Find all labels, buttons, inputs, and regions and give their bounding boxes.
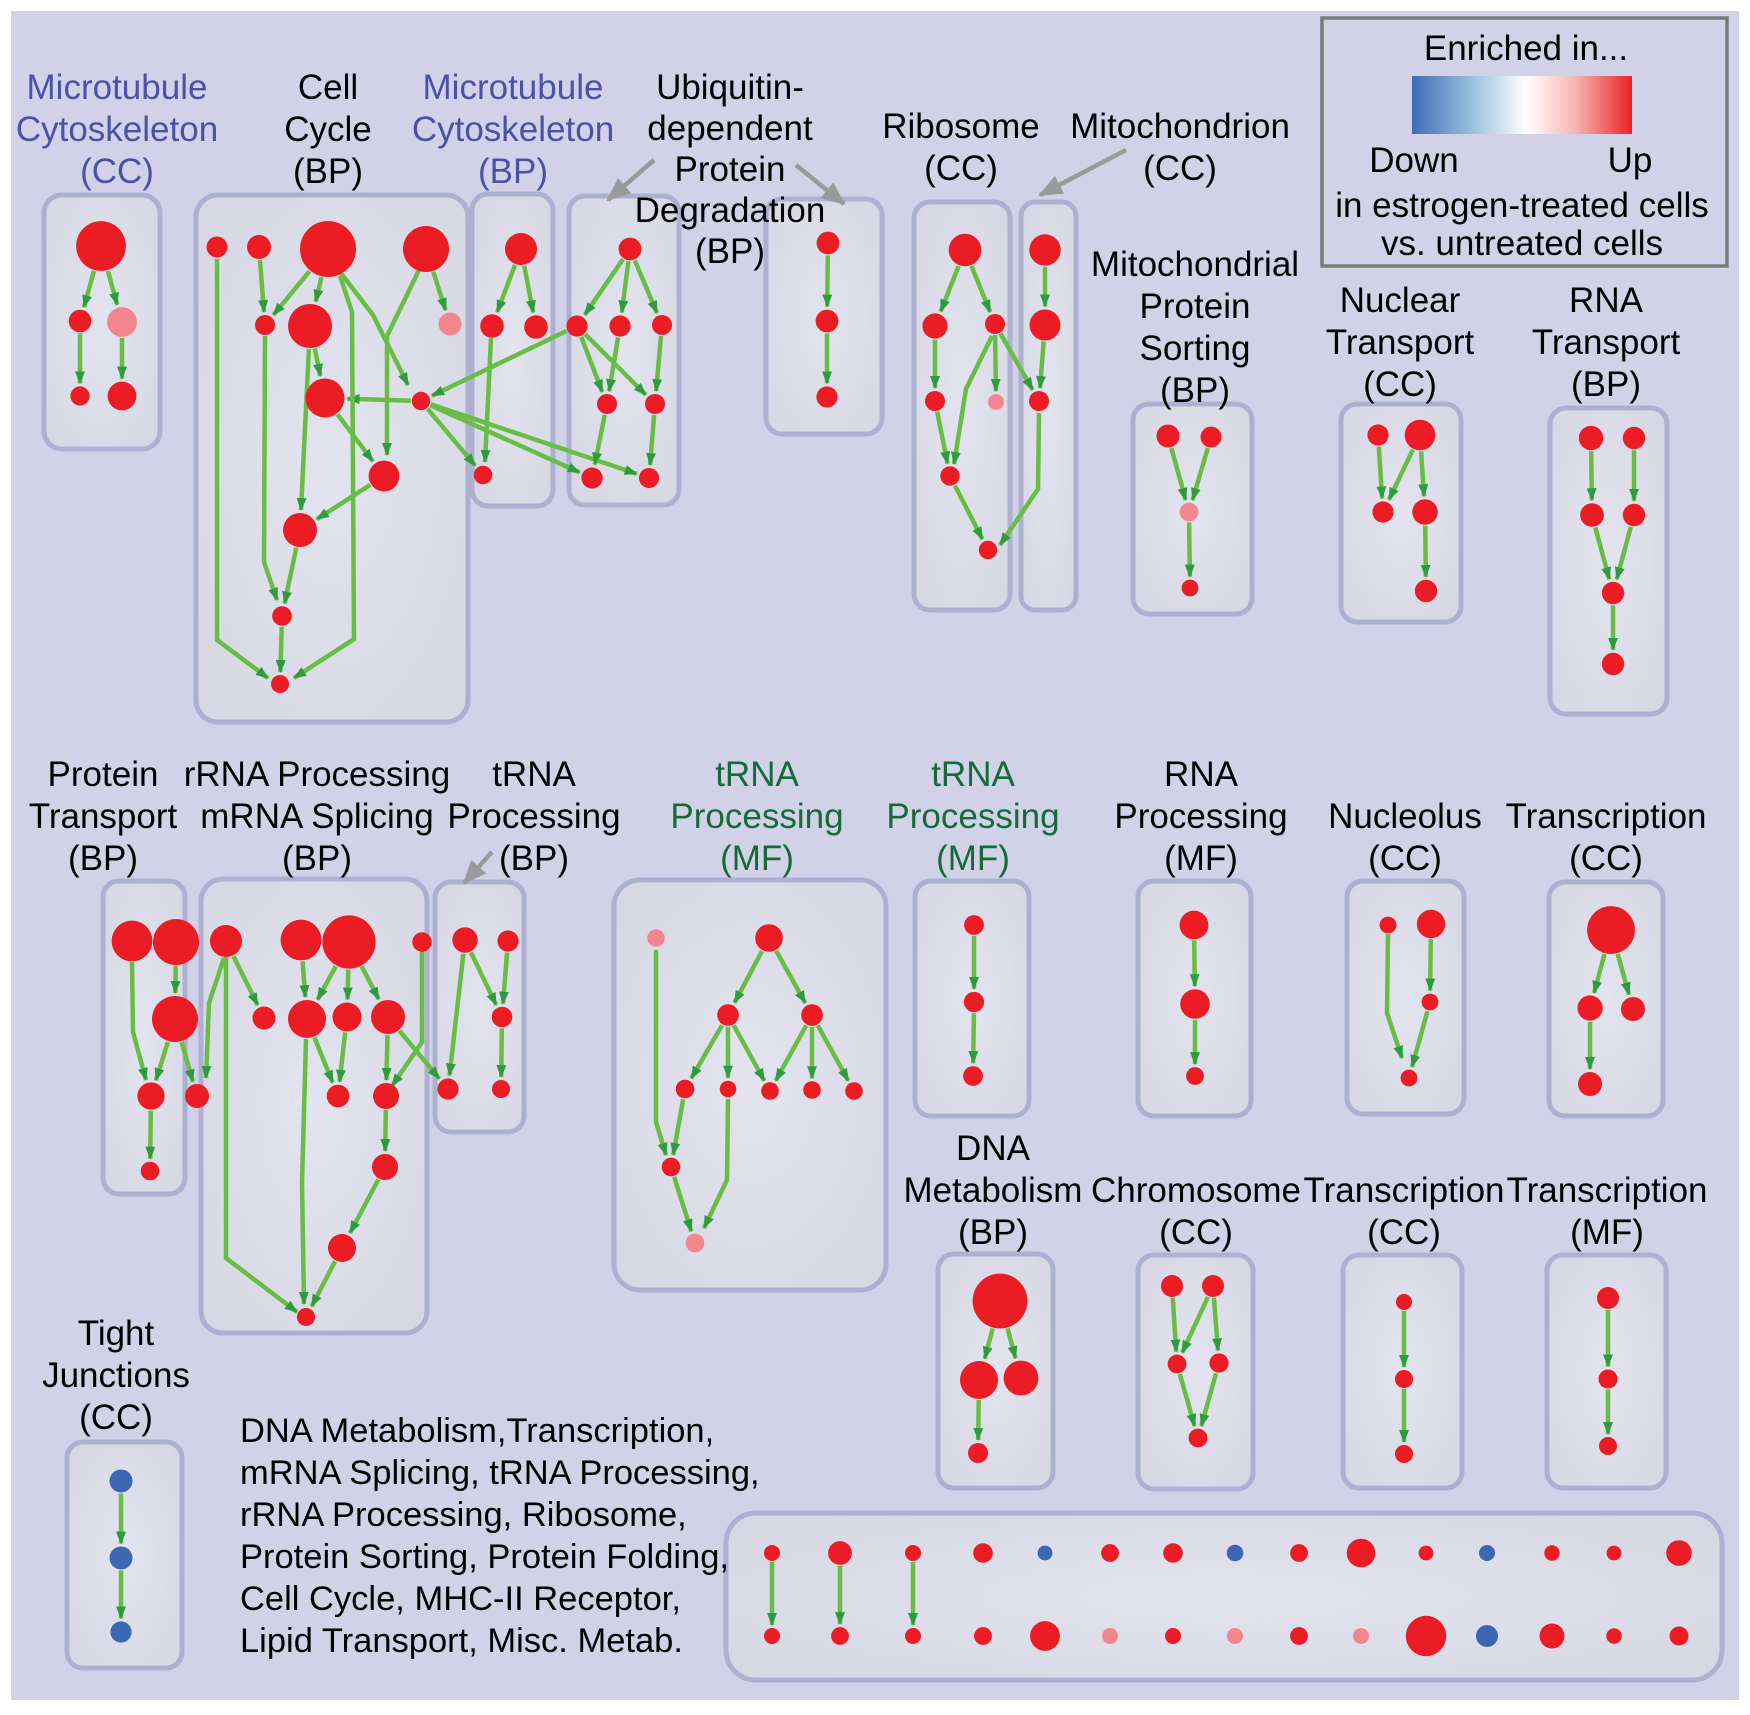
svg-text:Protein: Protein [48, 755, 159, 794]
svg-text:Chromosome: Chromosome [1091, 1171, 1301, 1210]
svg-text:Nuclear: Nuclear [1340, 281, 1461, 320]
svg-text:Sorting: Sorting [1140, 329, 1251, 368]
svg-text:Protein: Protein [675, 150, 786, 189]
svg-text:Processing: Processing [447, 797, 620, 836]
svg-text:Protein: Protein [1140, 287, 1251, 326]
svg-text:mRNA Splicing, tRNA Processing: mRNA Splicing, tRNA Processing, [240, 1454, 760, 1492]
svg-text:Ubiquitin-: Ubiquitin- [656, 68, 804, 107]
svg-text:tRNA: tRNA [715, 755, 799, 794]
svg-text:(CC): (CC) [79, 1398, 153, 1437]
svg-text:DNA Metabolism,Transcription,: DNA Metabolism,Transcription, [240, 1412, 714, 1450]
svg-text:in estrogen-treated cells: in estrogen-treated cells [1335, 186, 1709, 225]
svg-text:(BP): (BP) [1160, 371, 1230, 410]
svg-text:(BP): (BP) [282, 839, 352, 878]
svg-text:(MF): (MF) [936, 839, 1010, 878]
svg-text:(BP): (BP) [499, 839, 569, 878]
svg-text:(MF): (MF) [720, 839, 794, 878]
svg-text:vs. untreated cells: vs. untreated cells [1381, 224, 1663, 263]
svg-text:Enriched in...: Enriched in... [1424, 29, 1628, 68]
svg-text:Cytoskeleton: Cytoskeleton [16, 110, 218, 149]
svg-text:Degradation: Degradation [635, 191, 826, 230]
svg-text:Microtubule: Microtubule [423, 68, 604, 107]
svg-text:Transcription: Transcription [1506, 797, 1707, 836]
svg-text:(CC): (CC) [1368, 839, 1442, 878]
svg-text:(CC): (CC) [1363, 365, 1437, 404]
svg-text:mRNA Splicing: mRNA Splicing [200, 797, 433, 836]
svg-text:Processing: Processing [670, 797, 843, 836]
svg-text:Tight: Tight [78, 1314, 155, 1353]
svg-text:(BP): (BP) [478, 152, 548, 191]
svg-text:Mitochondrial: Mitochondrial [1091, 245, 1299, 284]
svg-text:Cell: Cell [298, 68, 358, 107]
svg-text:Transport: Transport [1326, 323, 1475, 362]
svg-text:Processing: Processing [886, 797, 1059, 836]
svg-text:(CC): (CC) [80, 152, 154, 191]
svg-text:Protein Sorting, Protein Foldi: Protein Sorting, Protein Folding, [240, 1538, 729, 1576]
svg-text:DNA: DNA [956, 1129, 1031, 1168]
svg-text:(BP): (BP) [695, 232, 765, 271]
svg-text:Up: Up [1608, 141, 1653, 180]
svg-text:Nucleolus: Nucleolus [1328, 797, 1482, 836]
svg-text:Transcription: Transcription [1507, 1171, 1708, 1210]
svg-text:Processing: Processing [1114, 797, 1287, 836]
svg-text:tRNA: tRNA [492, 755, 576, 794]
svg-text:Mitochondrion: Mitochondrion [1070, 107, 1290, 146]
svg-text:(CC): (CC) [1143, 149, 1217, 188]
svg-text:Down: Down [1369, 141, 1458, 180]
svg-text:Transport: Transport [29, 797, 178, 836]
svg-text:dependent: dependent [647, 109, 813, 148]
svg-text:(CC): (CC) [1367, 1213, 1441, 1252]
svg-text:Lipid Transport, Misc. Metab.: Lipid Transport, Misc. Metab. [240, 1622, 683, 1660]
svg-text:(CC): (CC) [1159, 1213, 1233, 1252]
svg-text:Transcription: Transcription [1304, 1171, 1505, 1210]
svg-text:Metabolism: Metabolism [904, 1171, 1083, 1210]
svg-text:Microtubule: Microtubule [27, 68, 208, 107]
svg-text:Cell Cycle, MHC-II Receptor,: Cell Cycle, MHC-II Receptor, [240, 1580, 681, 1618]
svg-text:Cycle: Cycle [284, 110, 372, 149]
svg-text:Transport: Transport [1532, 323, 1681, 362]
svg-text:(BP): (BP) [293, 152, 363, 191]
svg-text:(BP): (BP) [1571, 365, 1641, 404]
svg-text:(MF): (MF) [1164, 839, 1238, 878]
svg-text:(CC): (CC) [1569, 839, 1643, 878]
svg-text:Cytoskeleton: Cytoskeleton [412, 110, 614, 149]
svg-text:RNA: RNA [1164, 755, 1239, 794]
svg-text:(CC): (CC) [924, 149, 998, 188]
svg-text:Junctions: Junctions [42, 1356, 190, 1395]
svg-text:tRNA: tRNA [931, 755, 1015, 794]
svg-text:rRNA Processing, Ribosome,: rRNA Processing, Ribosome, [240, 1496, 687, 1534]
svg-text:(BP): (BP) [68, 839, 138, 878]
svg-text:Ribosome: Ribosome [882, 107, 1040, 146]
svg-text:rRNA Processing: rRNA Processing [184, 755, 450, 794]
svg-text:(MF): (MF) [1570, 1213, 1644, 1252]
svg-text:(BP): (BP) [958, 1213, 1028, 1252]
svg-text:RNA: RNA [1569, 281, 1644, 320]
